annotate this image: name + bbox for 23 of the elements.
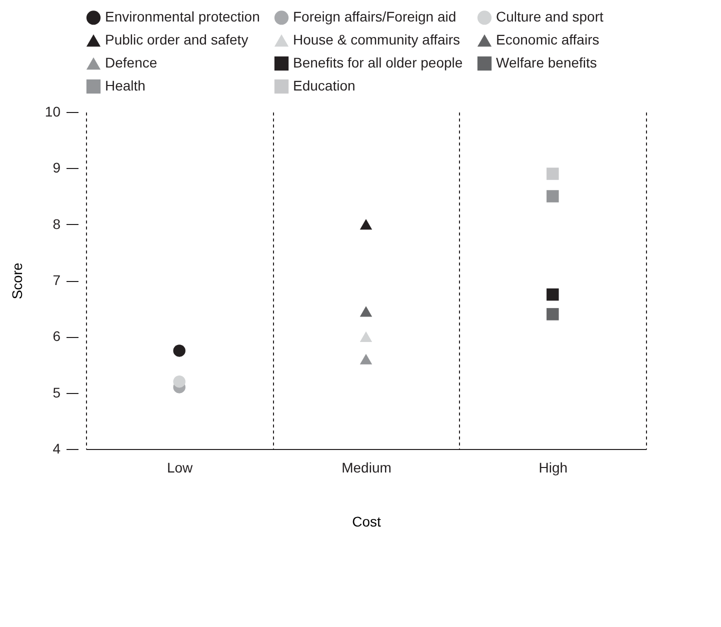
legend-label: Defence xyxy=(105,54,158,70)
legend-label: Environmental protection xyxy=(105,8,260,25)
legend-label: Economic affairs xyxy=(496,32,600,48)
y-tick-label: 6 xyxy=(52,328,61,344)
legend-label: Health xyxy=(105,78,146,94)
y-tick-label: 8 xyxy=(52,216,61,232)
legend-label: Benefits for all older people xyxy=(293,54,463,70)
x-tick-label: Medium xyxy=(342,460,392,476)
legend-label: Welfare benefits xyxy=(496,54,597,70)
x-axis-title: Cost xyxy=(352,514,381,530)
y-tick-label: 4 xyxy=(52,440,61,456)
legend-label: Culture and sport xyxy=(496,8,604,25)
legend-label: Education xyxy=(293,78,356,94)
y-tick-label: 7 xyxy=(52,272,61,288)
y-tick-label: 5 xyxy=(52,384,61,400)
legend-label: Foreign affairs/Foreign aid xyxy=(293,8,456,25)
y-axis-title: Score xyxy=(8,262,25,300)
x-tick-label: High xyxy=(538,460,568,476)
y-tick-label: 10 xyxy=(44,104,61,120)
x-tick-label: Low xyxy=(166,460,194,476)
y-tick-label: 9 xyxy=(52,160,61,176)
legend-label: Public order and safety xyxy=(105,32,248,48)
legend-label: House & community affairs xyxy=(293,32,460,48)
